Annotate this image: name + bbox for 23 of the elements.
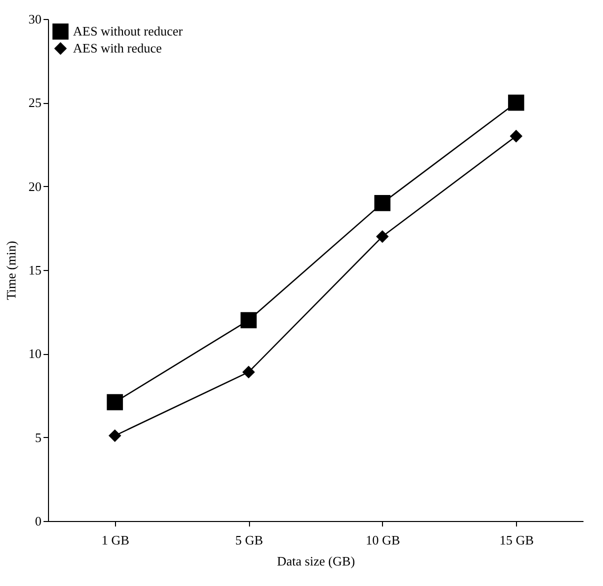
point	[508, 94, 524, 111]
y-tick-label: 25	[28, 95, 42, 110]
point	[240, 312, 257, 328]
point	[108, 429, 122, 442]
point	[106, 394, 123, 410]
y-tick-label: 10	[28, 346, 42, 362]
y-tick-label: 15	[28, 262, 42, 278]
legend-label: AES without reducer	[73, 24, 184, 38]
x-tick-label: 5 GB	[235, 532, 264, 548]
y-axis-title: Time (min)	[4, 240, 18, 300]
y-tick-label: 5	[35, 430, 42, 445]
y-tick-label: 30	[28, 12, 42, 26]
point	[374, 195, 390, 212]
x-tick-label: 1 GB	[101, 532, 130, 548]
point	[510, 130, 522, 142]
x-tick-label: 15 GB	[499, 532, 534, 548]
legend-label: AES with reduce	[73, 40, 162, 56]
x-axis-title: Data size (GB)	[277, 554, 355, 568]
point	[376, 230, 389, 243]
point	[242, 366, 255, 378]
x-tick-label: 10 GB	[366, 532, 400, 548]
y-tick-label: 20	[28, 178, 42, 194]
y-tick-label: 0	[35, 514, 42, 528]
